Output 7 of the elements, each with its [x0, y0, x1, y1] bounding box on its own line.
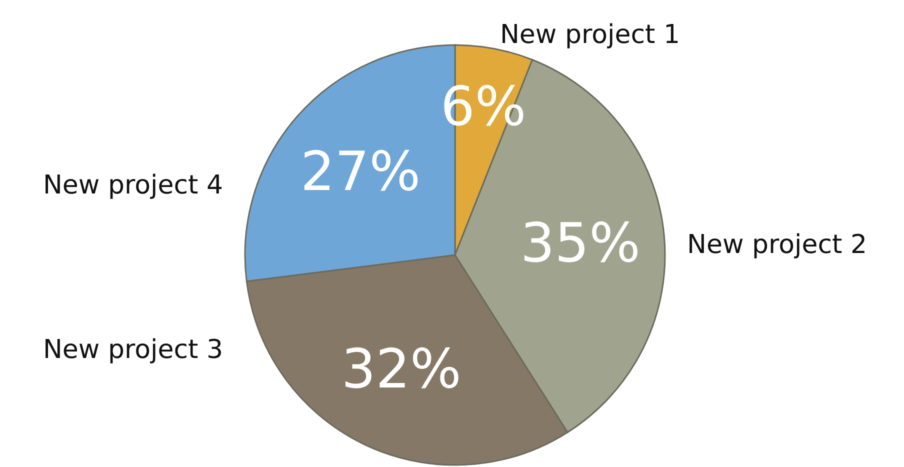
data-label: 35% — [520, 212, 640, 275]
slice-label: New project 1 — [500, 20, 680, 50]
slice-label: New project 2 — [687, 230, 868, 260]
slice-label: New project 3 — [42, 335, 223, 366]
data-label: 32% — [341, 338, 462, 401]
slice-label: New project 4 — [42, 170, 223, 201]
data-label: 27% — [300, 140, 420, 204]
